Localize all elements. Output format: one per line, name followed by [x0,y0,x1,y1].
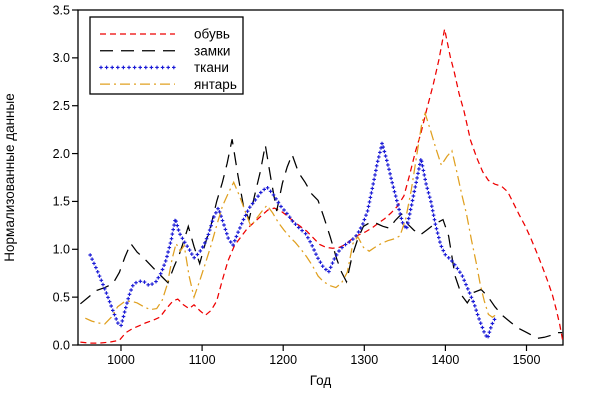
x-tick-label: 1400 [431,353,459,367]
series-tkani [88,141,497,339]
series-line-tkani [88,141,497,339]
series-line-zamki [80,139,563,339]
series-yantar [85,111,497,325]
y-tick-label: 1.5 [53,195,70,209]
legend-item-yantar: янтарь [100,77,237,92]
y-axis-title: Нормализованные данные [2,93,17,261]
x-tick-label: 1000 [107,353,135,367]
series-zamki [80,139,563,339]
series-line-yantar [85,111,497,325]
x-tick-label: 1200 [269,353,297,367]
y-tick-label: 2.0 [53,147,70,161]
y-tick-label: 3.0 [53,51,70,65]
plot-frame [77,9,564,346]
series-obuv [80,28,564,344]
y-tick-label: 1.0 [53,243,70,257]
y-tick-label: 3.5 [53,3,70,17]
legend-box [89,16,244,95]
legend-sample-tkani [99,65,176,70]
x-axis: 1000 1100 1200 1300 1400 1500 [107,345,540,367]
y-tick-label: 0.0 [53,338,70,352]
legend-label-zamki: замки [194,43,230,58]
x-tick-label: 1300 [350,353,378,367]
x-tick-label: 1500 [513,353,541,367]
legend-label-obuv: обувь [194,27,230,42]
x-tick-label: 1100 [189,353,216,367]
series-line-obuv [80,28,564,344]
legend-label-tkani: ткани [194,60,229,75]
y-tick-label: 0.5 [53,290,70,304]
y-tick-label: 2.5 [53,99,70,113]
legend-label-yantar: янтарь [194,77,237,92]
legend-item-obuv: обувь [100,27,230,42]
y-axis: 0.0 0.5 1.0 1.5 2.0 2.5 3.0 3.5 [53,3,78,352]
x-axis-title: Год [310,373,332,388]
legend-item-tkani: ткани [99,60,229,75]
legend-item-zamki: замки [100,43,230,58]
